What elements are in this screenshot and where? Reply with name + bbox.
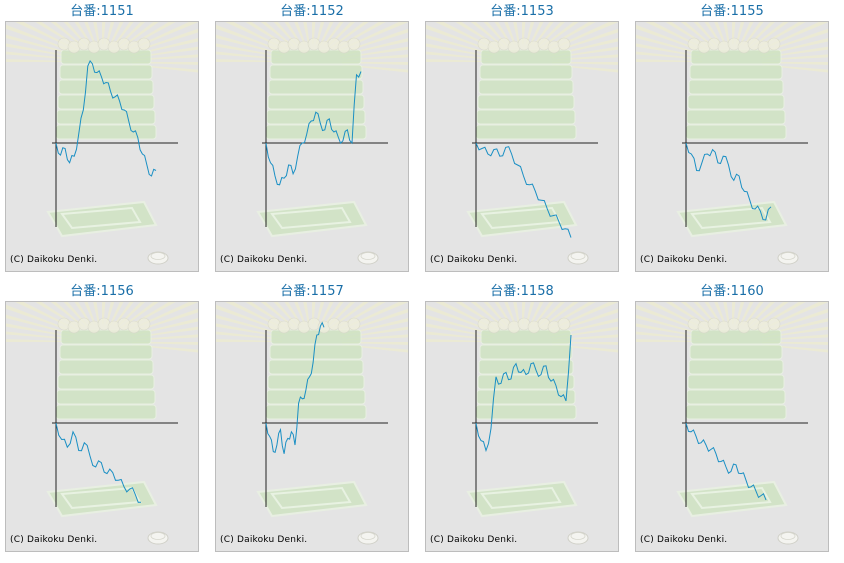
stacked-trays-decoration (685, 317, 787, 420)
bottom-tray-decoration (676, 200, 788, 238)
machine-chart-card: 台番:1151 (C) Daikoku Denki. (5, 0, 199, 276)
stacked-trays-decoration (685, 37, 787, 140)
stacked-trays-decoration (55, 317, 157, 420)
stacked-trays-decoration (265, 317, 367, 420)
machine-chart-card: 台番:1155 (C) Daikoku Denki. (635, 0, 829, 276)
chart-panel: (C) Daikoku Denki. (5, 301, 199, 552)
chart-panel: (C) Daikoku Denki. (5, 21, 199, 272)
series-line (475, 142, 572, 238)
series-line (475, 334, 572, 453)
series-line (55, 59, 157, 177)
chart-panel: (C) Daikoku Denki. (635, 21, 829, 272)
chart-title: 台番:1153 (490, 4, 554, 19)
coin-decoration (777, 251, 799, 265)
chart-title: 台番:1158 (490, 284, 554, 299)
series-line (265, 321, 325, 454)
copyright-notice: (C) Daikoku Denki. (640, 535, 728, 545)
copyright-notice: (C) Daikoku Denki. (10, 535, 98, 545)
machine-chart-card: 台番:1156 (C) Daikoku Denki. (5, 280, 199, 556)
copyright-notice: (C) Daikoku Denki. (430, 255, 518, 265)
bottom-tray-decoration (256, 480, 368, 518)
chart-svg (216, 302, 408, 545)
chart-svg (636, 22, 828, 265)
stacked-trays-decoration (265, 37, 367, 140)
copyright-notice: (C) Daikoku Denki. (430, 535, 518, 545)
chart-title: 台番:1157 (280, 284, 344, 299)
chart-svg (636, 302, 828, 545)
copyright-notice: (C) Daikoku Denki. (10, 255, 98, 265)
machine-chart-card: 台番:1157 (C) Daikoku Denki. (215, 280, 409, 556)
chart-panel: (C) Daikoku Denki. (215, 301, 409, 552)
chart-svg (6, 302, 198, 545)
coin-decoration (357, 531, 379, 545)
machine-chart-card: 台番:1158 (C) Daikoku Denki. (425, 280, 619, 556)
chart-svg (216, 22, 408, 265)
chart-panel: (C) Daikoku Denki. (215, 21, 409, 272)
chart-svg (6, 22, 198, 265)
chart-svg (426, 302, 618, 545)
copyright-notice: (C) Daikoku Denki. (640, 255, 728, 265)
chart-panel: (C) Daikoku Denki. (425, 21, 619, 272)
copyright-notice: (C) Daikoku Denki. (220, 535, 308, 545)
bottom-tray-decoration (466, 200, 578, 238)
coin-decoration (567, 531, 589, 545)
series-line (265, 71, 362, 186)
stacked-trays-decoration (475, 37, 577, 140)
bottom-tray-decoration (466, 480, 578, 518)
chart-svg (426, 22, 618, 265)
series-line (685, 422, 767, 501)
coin-decoration (147, 251, 169, 265)
series-line (55, 422, 142, 503)
coin-decoration (357, 251, 379, 265)
chart-title: 台番:1151 (70, 4, 134, 19)
chart-panel: (C) Daikoku Denki. (635, 301, 829, 552)
chart-title: 台番:1155 (700, 4, 764, 19)
series-line (685, 142, 772, 221)
machine-chart-card: 台番:1160 (C) Daikoku Denki. (635, 280, 829, 556)
bottom-tray-decoration (46, 200, 158, 238)
chart-title: 台番:1160 (700, 284, 764, 299)
coin-decoration (777, 531, 799, 545)
chart-panel: (C) Daikoku Denki. (425, 301, 619, 552)
machine-chart-card: 台番:1152 (C) Daikoku Denki. (215, 0, 409, 276)
chart-title: 台番:1156 (70, 284, 134, 299)
bottom-tray-decoration (256, 200, 368, 238)
coin-decoration (567, 251, 589, 265)
stacked-trays-decoration (475, 317, 577, 420)
bottom-tray-decoration (676, 480, 788, 518)
chart-title: 台番:1152 (280, 4, 344, 19)
bottom-tray-decoration (46, 480, 158, 518)
copyright-notice: (C) Daikoku Denki. (220, 255, 308, 265)
stacked-trays-decoration (55, 37, 157, 140)
machine-chart-card: 台番:1153 (C) Daikoku Denki. (425, 0, 619, 276)
coin-decoration (147, 531, 169, 545)
